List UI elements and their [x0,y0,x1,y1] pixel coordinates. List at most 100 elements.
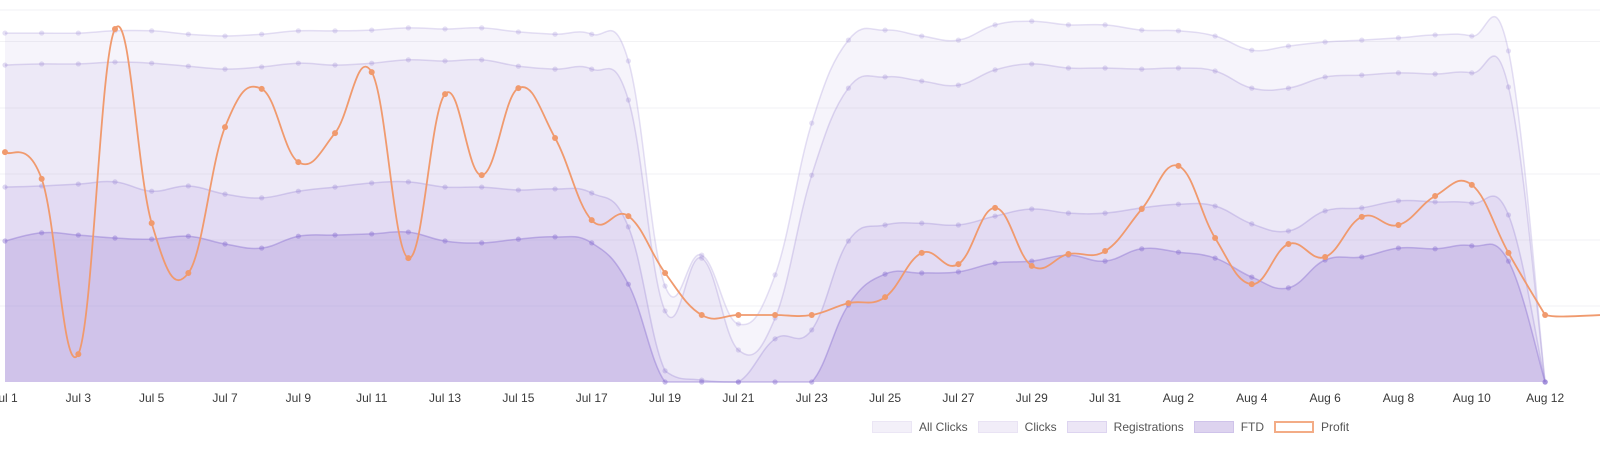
data-point-registrations [1359,205,1365,211]
data-point-all-clicks [75,30,81,36]
data-point-ftd [955,269,962,275]
data-point-profit [735,312,742,319]
area-line-ftd [4,230,1546,383]
data-point-profit [662,270,669,277]
data-point-ftd [515,236,521,242]
data-point-clicks [1395,70,1402,76]
legend-label: Profit [1321,420,1350,434]
data-point-clicks [1542,379,1548,385]
data-point-clicks [919,78,925,84]
data-point-clicks [1212,68,1218,74]
x-tick-label: Jul 21 [722,391,754,405]
x-tick-label: Aug 8 [1383,391,1415,405]
x-tick-label: Aug 6 [1309,391,1341,405]
data-point-registrations [1542,379,1548,385]
data-point-profit [295,159,302,166]
data-point-clicks [405,57,411,63]
data-point-profit [515,85,522,92]
data-point-clicks [1432,71,1438,77]
data-point-all-clicks [735,321,742,327]
data-point-all-clicks [882,27,888,33]
data-point-ftd [882,271,888,277]
data-point-all-clicks [699,252,705,258]
legend-swatch [977,421,1018,433]
data-point-ftd [369,231,375,237]
data-point-ftd [1102,258,1108,264]
data-point-ftd [1139,246,1145,252]
legend-swatch [1066,421,1107,433]
x-tick-label: Jul 31 [1089,391,1121,405]
data-point-ftd [295,233,301,239]
data-point-clicks [735,347,742,353]
data-point-all-clicks [662,283,668,289]
legend-item-registrations[interactable]: Registrations [1066,420,1184,434]
x-tick-label: Jul 25 [869,391,901,405]
data-point-all-clicks [1249,47,1255,53]
data-point-all-clicks [442,26,448,32]
series-profit [2,25,1600,359]
x-tick-label: Jul 1 [0,391,18,405]
series-areas [2,16,1600,385]
data-point-profit [625,213,632,220]
data-point-all-clicks [515,29,521,35]
data-point-profit [1102,248,1109,255]
data-point-ftd [625,281,631,287]
data-point-registrations [515,187,521,193]
data-point-clicks [662,308,668,314]
data-point-all-clicks [222,33,228,39]
data-point-all-clicks [1102,22,1108,28]
x-tick-label: Jul 7 [212,391,238,405]
data-point-registrations [369,180,375,186]
data-point-registrations [882,222,888,228]
data-point-clicks [1505,84,1512,90]
data-point-registrations [1505,212,1512,218]
data-point-registrations [552,186,558,192]
legend-item-profit[interactable]: Profit [1274,420,1349,434]
data-point-all-clicks [185,31,191,37]
legend-swatch [1274,421,1315,433]
data-point-clicks [185,63,191,69]
data-point-profit [112,25,119,32]
data-point-ftd [552,234,558,240]
data-point-ftd [589,240,595,246]
data-point-clicks [259,64,265,70]
data-point-registrations [405,179,411,185]
series-registrations [2,179,1548,385]
data-point-registrations [1322,208,1328,214]
data-point-clicks [112,59,118,65]
data-point-profit [992,204,999,211]
data-point-clicks [1359,72,1365,78]
data-point-registrations [589,190,595,196]
data-point-registrations [1102,210,1108,216]
legend-item-ftd[interactable]: FTD [1193,420,1264,434]
data-point-ftd [1432,246,1438,252]
x-tick-label: Jul 29 [1016,391,1048,405]
data-point-clicks [1029,61,1035,67]
data-point-registrations [1212,203,1218,209]
data-point-all-clicks [1542,379,1548,385]
data-point-clicks [882,74,888,80]
area-line-registrations [4,180,1546,383]
data-point-clicks [1175,65,1182,71]
data-point-profit [772,312,779,319]
data-point-clicks [1249,85,1255,91]
data-point-ftd [222,241,228,247]
data-point-profit [332,130,339,137]
data-point-profit [1505,249,1512,256]
data-point-clicks [1469,70,1475,76]
data-point-clicks [845,85,852,91]
data-point-ftd [1505,258,1512,264]
data-point-registrations [1285,228,1292,234]
data-point-profit [955,261,962,268]
legend-item-clicks[interactable]: Clicks [977,420,1057,434]
area-fill-all-clicks [5,16,1546,382]
legend-label: Registrations [1113,420,1184,434]
data-point-clicks [369,60,375,66]
data-point-profit [75,351,82,358]
data-point-ftd [1249,274,1255,280]
data-point-registrations [735,379,742,385]
data-point-profit [1175,162,1182,169]
data-point-registrations [222,191,228,197]
legend-item-all-clicks[interactable]: All Clicks [872,420,968,434]
